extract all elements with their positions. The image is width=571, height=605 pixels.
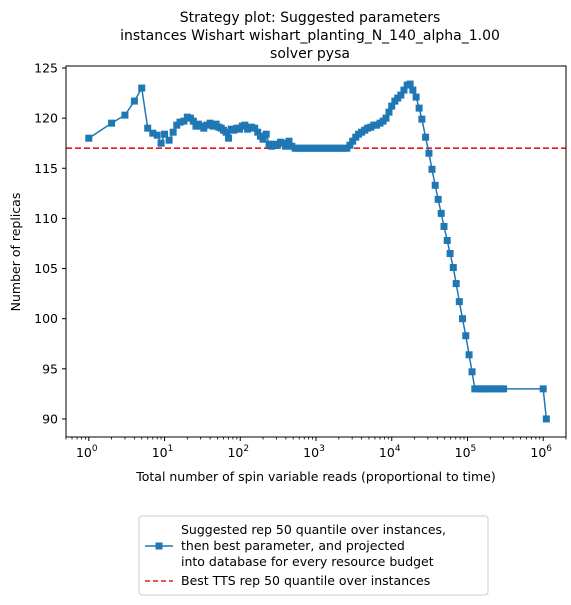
series-marker-89 <box>400 86 408 94</box>
series-marker-108 <box>459 315 467 323</box>
x-axis-label: Total number of spin variable reads (pro… <box>135 469 496 484</box>
series-marker-118 <box>492 385 500 393</box>
y-tick-label-4: 110 <box>34 211 58 226</box>
series-marker-110 <box>465 351 473 359</box>
y-tick-label-3: 105 <box>34 261 58 276</box>
chart-title-line-2: instances Wishart wishart_planting_N_140… <box>120 28 500 44</box>
x-tick-label-5: 105 <box>455 444 477 460</box>
legend-label-series-1-line-3: into database for every resource budget <box>181 554 434 569</box>
series-marker-122 <box>542 415 550 423</box>
series-marker-116 <box>485 385 493 393</box>
legend-marker-series-1 <box>155 542 163 550</box>
series-marker-0 <box>85 134 93 142</box>
series-marker-111 <box>468 368 476 376</box>
series-marker-88 <box>397 91 405 99</box>
y-axis-label: Number of replicas <box>8 193 23 312</box>
series-marker-13 <box>176 118 184 126</box>
legend-label-series-1-line-2: then best parameter, and projected <box>181 538 405 553</box>
series-marker-50 <box>282 142 290 150</box>
series-marker-4 <box>138 84 146 92</box>
y-tick-label-5: 115 <box>34 161 58 176</box>
series-marker-43 <box>262 130 270 138</box>
series-marker-100 <box>434 195 442 203</box>
series-marker-104 <box>446 250 454 258</box>
chart-title-line-1: Strategy plot: Suggested parameters <box>180 10 441 26</box>
series-marker-91 <box>406 80 414 88</box>
legend-label-series-2: Best TTS rep 50 quantile over instances <box>181 573 430 588</box>
y-ticks: 90 95 100 105 110 115 120 125 <box>34 61 66 426</box>
plot-layer <box>66 80 566 423</box>
series-marker-10 <box>165 136 173 144</box>
series-marker-39 <box>251 124 259 132</box>
series-marker-14 <box>180 117 188 125</box>
y-tick-label-0: 90 <box>42 411 58 426</box>
legend-label-series-1: Suggested rep 50 quantile over instances… <box>181 522 450 569</box>
series-marker-71 <box>346 141 354 149</box>
series-marker-109 <box>462 332 470 340</box>
series-marker-5 <box>144 124 152 132</box>
series-marker-103 <box>443 236 451 244</box>
series-marker-9 <box>161 130 169 138</box>
series-marker-8 <box>157 139 165 147</box>
series-marker-6 <box>149 129 157 137</box>
series-marker-117 <box>489 385 497 393</box>
series-marker-17 <box>189 117 197 125</box>
y-tick-label-2: 100 <box>34 311 58 326</box>
series-marker-72 <box>349 137 357 145</box>
x-ticks: 100 101 102 103 104 105 106 <box>65 437 567 460</box>
series-marker-93 <box>412 93 420 101</box>
y-tick-label-7: 125 <box>34 61 58 76</box>
series-marker-30 <box>225 134 233 142</box>
series-marker-96 <box>422 133 430 141</box>
series-marker-95 <box>418 115 426 123</box>
series-marker-2 <box>121 111 129 119</box>
x-tick-label-4: 104 <box>379 444 401 460</box>
series-marker-106 <box>452 280 460 288</box>
series-marker-84 <box>385 108 393 116</box>
series-marker-11 <box>169 128 177 136</box>
series-marker-98 <box>428 165 436 173</box>
series-marker-7 <box>153 131 161 139</box>
series-marker-40 <box>254 128 262 136</box>
x-tick-label-1: 101 <box>152 444 174 460</box>
x-tick-label-0: 100 <box>76 444 98 460</box>
series-marker-94 <box>415 104 423 112</box>
legend-label-series-1-line-1: Suggested rep 50 quantile over instances… <box>181 522 446 537</box>
series-marker-83 <box>382 114 390 122</box>
series-marker-105 <box>449 264 457 272</box>
series-marker-107 <box>455 298 463 306</box>
series-marker-29 <box>222 128 230 136</box>
series-marker-85 <box>388 102 396 110</box>
chart-title-line-3: solver pysa <box>270 46 350 62</box>
series-marker-1 <box>108 119 116 127</box>
series-marker-101 <box>437 209 445 217</box>
series-marker-115 <box>481 385 489 393</box>
x-tick-label-3: 103 <box>303 444 325 460</box>
series-marker-51 <box>285 137 293 145</box>
series-marker-3 <box>130 97 138 105</box>
series-marker-37 <box>244 125 252 133</box>
series-marker-120 <box>500 385 508 393</box>
x-tick-label-2: 102 <box>227 444 249 460</box>
series-marker-102 <box>440 222 448 230</box>
series-marker-121 <box>539 385 547 393</box>
series-marker-92 <box>409 86 417 94</box>
y-tick-label-1: 95 <box>42 361 58 376</box>
x-tick-label-6: 106 <box>530 444 552 460</box>
series-marker-99 <box>431 181 439 189</box>
legend: Suggested rep 50 quantile over instances… <box>138 515 489 596</box>
y-tick-label-6: 120 <box>34 111 58 126</box>
series-marker-42 <box>259 135 267 143</box>
legend-frame <box>138 515 489 596</box>
series-marker-97 <box>425 149 433 157</box>
plot-frame <box>65 65 567 438</box>
series-marker-112 <box>471 385 479 393</box>
series-marker-36 <box>241 121 249 129</box>
